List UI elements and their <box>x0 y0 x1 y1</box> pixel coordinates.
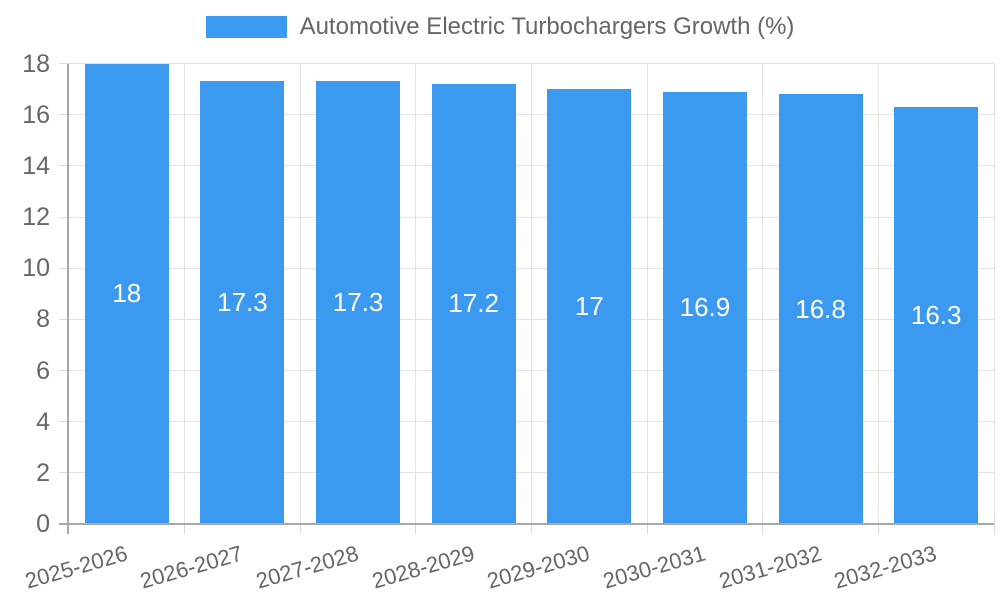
y-axis-tick-label: 10 <box>22 254 50 283</box>
bar-value-label: 18 <box>112 278 142 309</box>
bar-value-label: 16.9 <box>679 292 731 323</box>
bar-value-label: 17.3 <box>217 287 268 318</box>
x-axis-tickmark <box>646 524 648 534</box>
bar-2026-2027[interactable] <box>200 81 285 523</box>
gridline-vertical <box>646 63 648 524</box>
bar-2025-2026[interactable] <box>84 63 169 523</box>
gridline-vertical <box>877 63 879 524</box>
legend-swatch <box>205 16 287 38</box>
y-axis-tick-label: 4 <box>36 407 50 436</box>
gridline-vertical <box>415 63 417 524</box>
bar-2027-2028[interactable] <box>316 81 401 523</box>
y-axis-tickmark <box>59 318 69 320</box>
y-axis-tickmark <box>59 165 69 167</box>
y-axis-tickmark <box>59 370 69 371</box>
legend: Automotive Electric Turbochargers Growth… <box>0 13 1000 41</box>
legend-label: Automotive Electric Turbochargers Growth… <box>299 13 795 40</box>
y-axis-tickmark <box>59 421 69 423</box>
legend-item[interactable]: Automotive Electric Turbochargers Growth… <box>205 13 795 41</box>
bar-value-label: 17.2 <box>448 288 499 319</box>
y-axis-tickmark <box>59 63 69 64</box>
y-axis-tickmark <box>59 216 69 218</box>
bar-value-label: 16.8 <box>795 293 846 324</box>
y-axis-tickmark <box>59 114 69 116</box>
x-axis-line <box>59 523 994 525</box>
y-axis-tick-label: 18 <box>22 49 50 78</box>
x-axis-tickmark <box>184 524 186 534</box>
y-axis-line <box>67 63 69 534</box>
gridline-vertical <box>993 63 995 524</box>
y-axis-tickmark <box>59 267 69 269</box>
bar-2029-2030[interactable] <box>547 89 632 523</box>
y-axis-tick-label: 2 <box>36 458 50 487</box>
bar-2032-2033[interactable] <box>894 106 979 523</box>
y-axis-tick-label: 14 <box>22 151 50 180</box>
x-axis-tickmark <box>762 524 764 534</box>
y-axis-tick-label: 6 <box>36 356 50 385</box>
x-axis-tickmark <box>877 524 879 534</box>
gridline-vertical <box>184 63 186 524</box>
bar-value-label: 16.3 <box>910 299 962 330</box>
y-axis-tick-label: 16 <box>22 100 50 129</box>
y-axis-tick-label: 12 <box>22 203 50 231</box>
bar-value-label: 17.3 <box>332 287 384 318</box>
bar-2031-2032[interactable] <box>778 94 863 523</box>
y-axis-tick-label: 0 <box>36 510 50 538</box>
bar-2030-2031[interactable] <box>662 91 747 523</box>
y-axis-tickmark <box>59 472 69 474</box>
y-axis-tick-label: 8 <box>36 305 50 334</box>
x-axis-tickmark <box>531 524 532 534</box>
x-axis-tickmark <box>415 524 417 534</box>
bar-2028-2029[interactable] <box>431 83 516 523</box>
x-axis-tickmark <box>993 524 995 534</box>
x-axis-tickmark <box>299 524 301 534</box>
bar-value-label: 17 <box>574 291 604 322</box>
gridline-vertical <box>762 63 764 524</box>
gridline-vertical <box>531 63 532 524</box>
gridline-vertical <box>299 63 301 524</box>
